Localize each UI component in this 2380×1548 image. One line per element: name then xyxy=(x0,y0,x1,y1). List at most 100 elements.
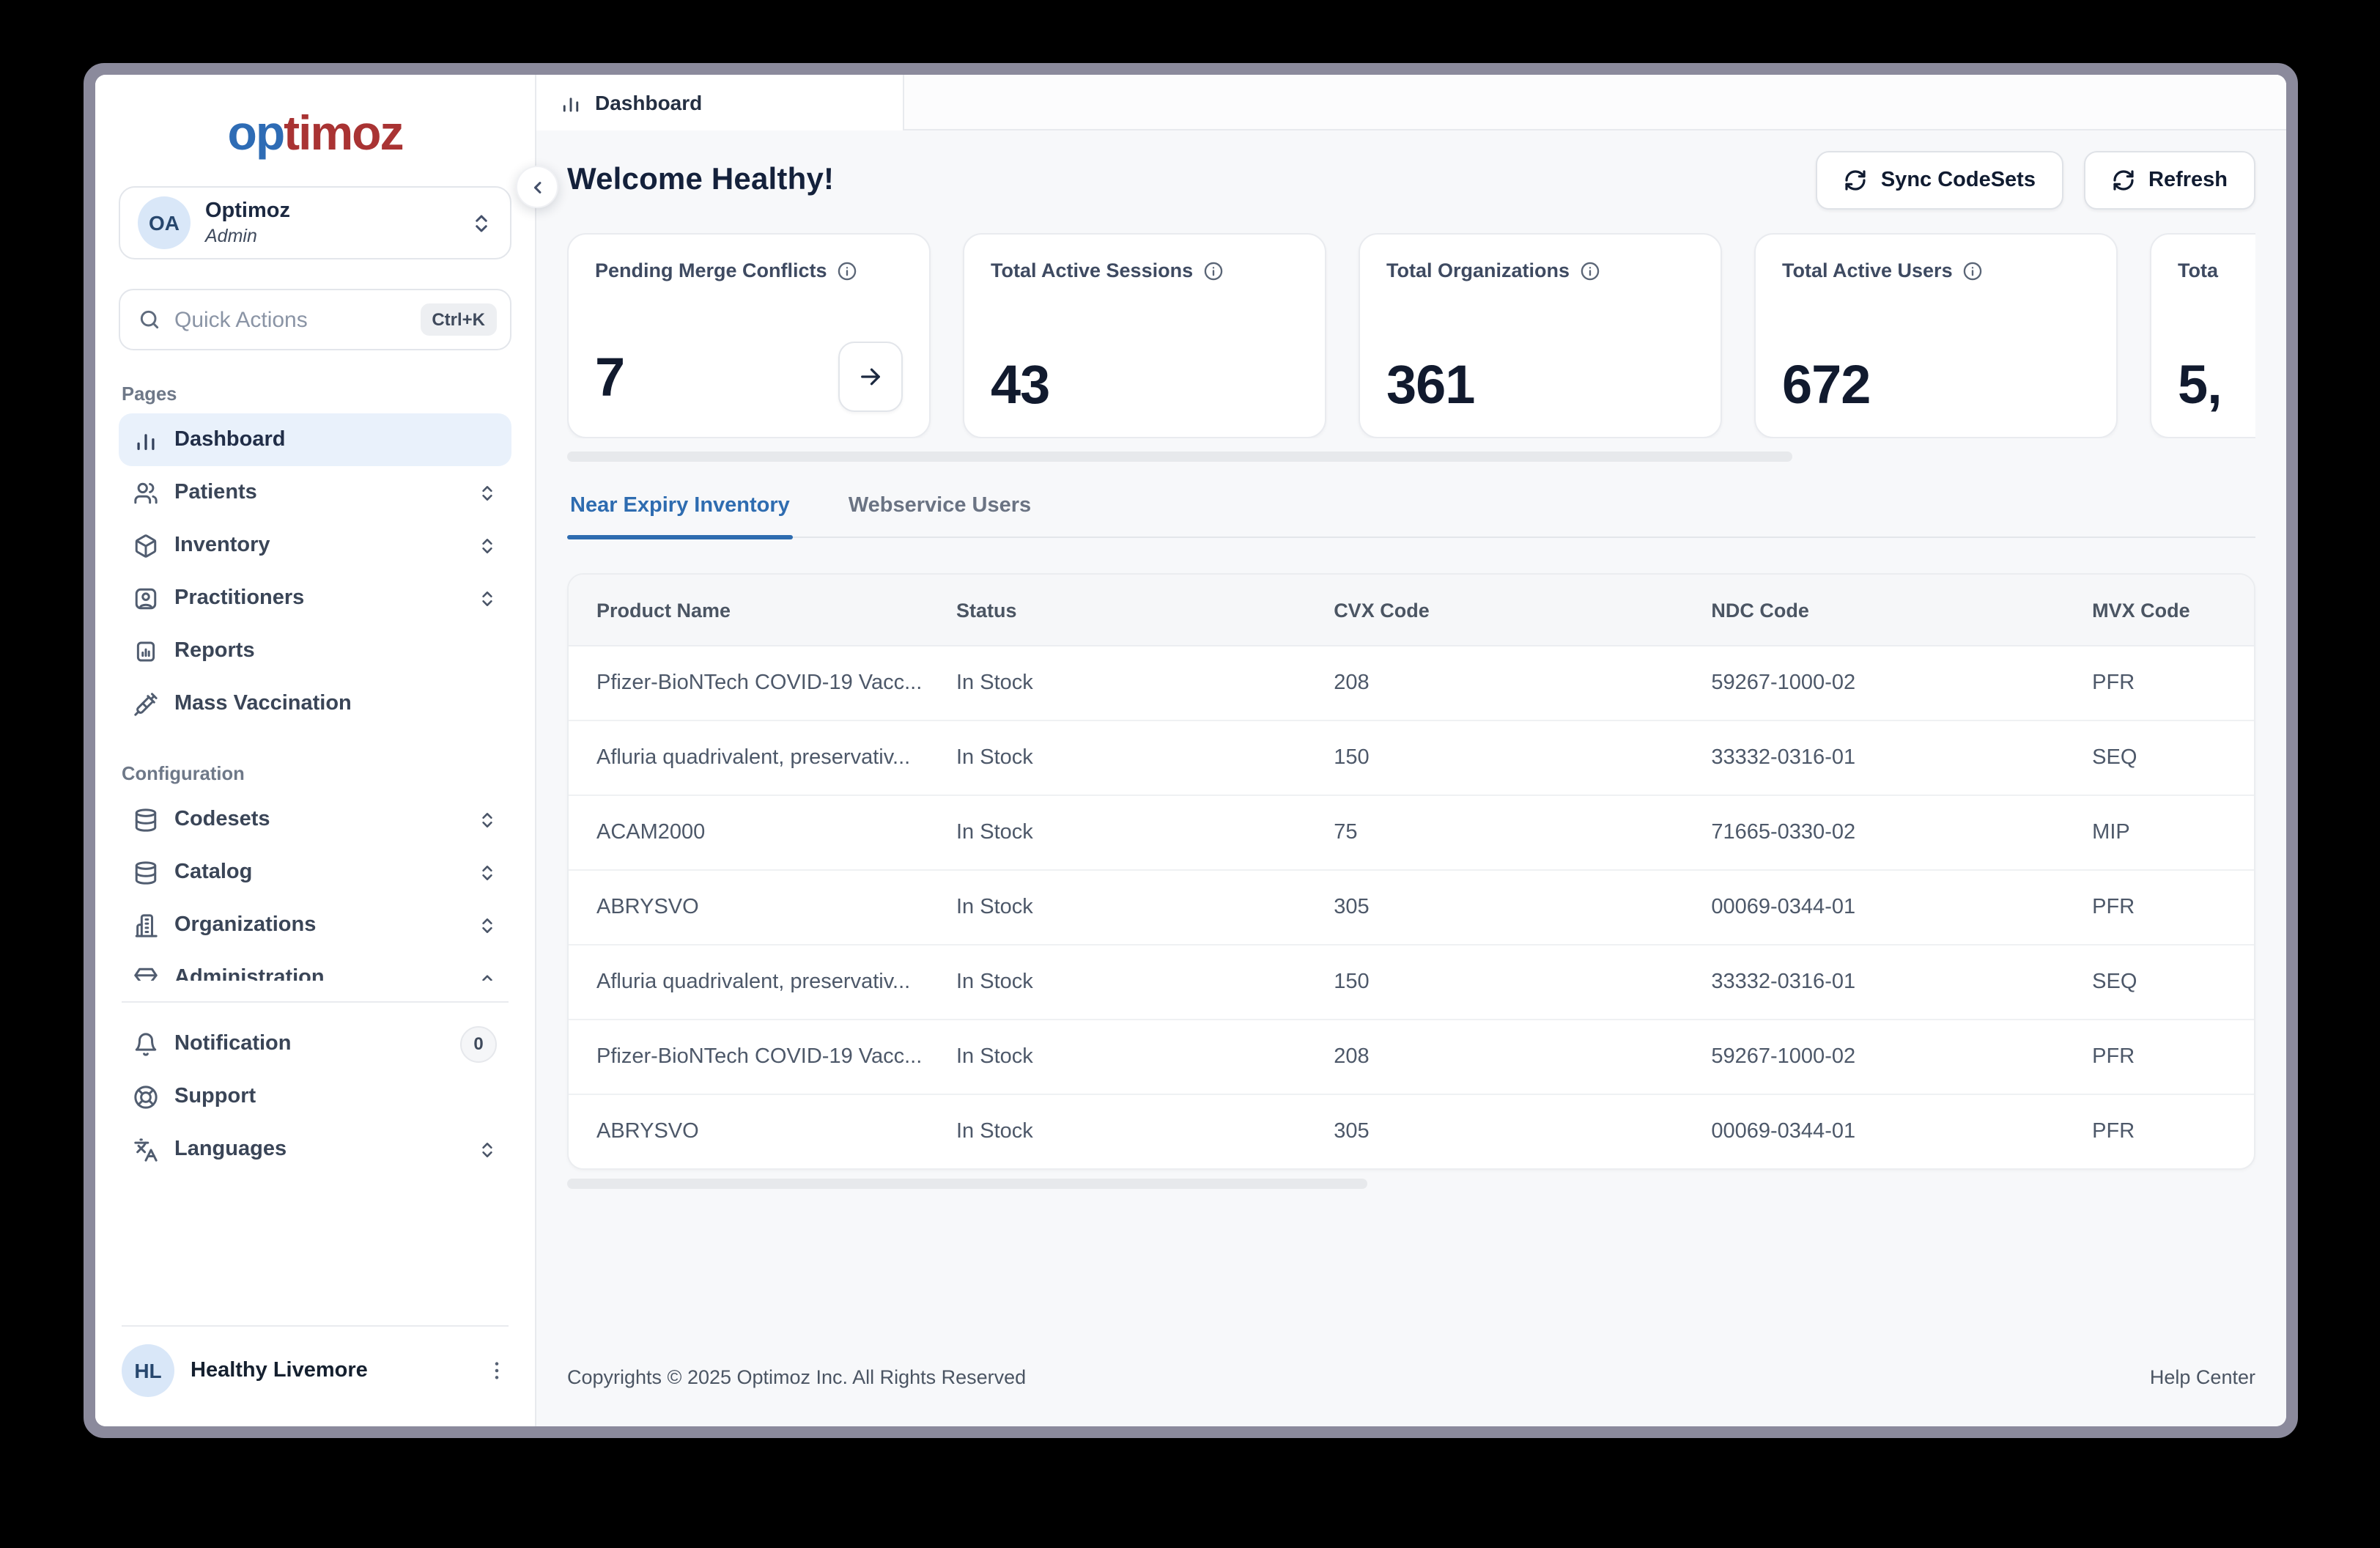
chevron-up-icon xyxy=(478,968,497,981)
table-horizontal-scrollbar xyxy=(567,1179,2255,1189)
sidebar-item-languages[interactable]: Languages xyxy=(119,1123,511,1176)
sidebar-item-patients[interactable]: Patients xyxy=(119,466,511,519)
sidebar-item-catalog[interactable]: Catalog xyxy=(119,846,511,899)
stat-card-value: 43 xyxy=(991,355,1050,415)
go-to-merge-conflicts-button[interactable] xyxy=(838,342,903,412)
org-switcher[interactable]: OA Optimoz Admin xyxy=(119,186,511,259)
refresh-button[interactable]: Refresh xyxy=(2084,151,2255,210)
chevrons-up-down-icon xyxy=(478,589,497,608)
button-label: Sync CodeSets xyxy=(1880,169,2036,192)
stat-cards-row: Pending Merge Conflicts 7 xyxy=(567,233,2255,438)
sidebar-divider xyxy=(122,1001,509,1003)
table-row[interactable]: Afluria quadrivalent, preservativ... In … xyxy=(569,946,2254,1020)
cards-horizontal-scrollbar xyxy=(567,452,2255,462)
cell-status: In Stock xyxy=(956,970,1033,994)
stat-card-title: Tota xyxy=(2178,259,2218,281)
stat-card-title: Total Active Users xyxy=(1782,259,1953,281)
cell-mvx-code: SEQ xyxy=(2092,746,2137,770)
sidebar-item-label: Inventory xyxy=(174,534,270,557)
user-avatar: HL xyxy=(122,1344,174,1397)
info-icon[interactable] xyxy=(838,260,858,281)
sync-codesets-button[interactable]: Sync CodeSets xyxy=(1816,151,2063,210)
table-row[interactable]: ACAM2000 In Stock 75 71665-0330-02 MIP xyxy=(569,796,2254,871)
sidebar-item-notification[interactable]: Notification 0 xyxy=(119,1017,511,1070)
cell-product-name: Pfizer-BioNTech COVID-19 Vacc... xyxy=(596,1045,923,1069)
info-icon[interactable] xyxy=(1963,260,1984,281)
scrollbar-thumb[interactable] xyxy=(567,452,1792,462)
near-expiry-inventory-table: Product Name Status CVX Code NDC Code MV… xyxy=(567,573,2255,1170)
sidebar-item-dashboard[interactable]: Dashboard xyxy=(119,413,511,466)
bar-chart-icon xyxy=(133,427,158,452)
sidebar-item-mass-vaccination[interactable]: Mass Vaccination xyxy=(119,677,511,730)
tab-dashboard[interactable]: Dashboard xyxy=(536,75,904,130)
sidebar-item-organizations[interactable]: Organizations xyxy=(119,899,511,951)
quick-actions-search[interactable]: Quick Actions Ctrl+K xyxy=(119,289,511,350)
building-icon xyxy=(133,913,158,937)
section-label-pages: Pages xyxy=(122,383,177,405)
button-label: Refresh xyxy=(2148,169,2228,192)
user-name: Healthy Livemore xyxy=(191,1359,368,1382)
bell-icon xyxy=(133,1031,158,1056)
bar-chart-icon xyxy=(560,92,582,114)
scrollbar-thumb[interactable] xyxy=(567,1179,1367,1189)
table-row[interactable]: ABRYSVO In Stock 305 00069-0344-01 PFR xyxy=(569,871,2254,946)
notification-count-badge: 0 xyxy=(460,1025,497,1062)
chevrons-up-down-icon xyxy=(478,810,497,829)
sidebar-item-label: Patients xyxy=(174,481,257,504)
sidebar-item-support[interactable]: Support xyxy=(119,1070,511,1123)
table-row[interactable]: ABRYSVO In Stock 305 00069-0344-01 PFR xyxy=(569,1095,2254,1168)
database-icon xyxy=(133,807,158,832)
sidebar-item-practitioners[interactable]: Practitioners xyxy=(119,572,511,624)
cell-status: In Stock xyxy=(956,1120,1033,1143)
org-name: Optimoz xyxy=(205,199,290,223)
user-square-icon xyxy=(133,586,158,611)
stat-card-title: Pending Merge Conflicts xyxy=(595,259,827,281)
cell-ndc-code: 00069-0344-01 xyxy=(1711,1120,1856,1143)
column-header-cvx-code: CVX Code xyxy=(1334,599,1430,621)
cell-product-name: ACAM2000 xyxy=(596,821,706,844)
column-header-mvx-code: MVX Code xyxy=(2092,599,2190,621)
cell-mvx-code: PFR xyxy=(2092,1045,2135,1069)
sidebar-item-label: Catalog xyxy=(174,860,253,884)
cell-cvx-code: 150 xyxy=(1334,970,1370,994)
info-icon[interactable] xyxy=(1580,260,1600,281)
sidebar-collapse-button[interactable] xyxy=(516,166,558,208)
column-header-ndc-code: NDC Code xyxy=(1711,599,1809,621)
optimoz-logo: optimoz xyxy=(227,106,404,160)
gem-icon xyxy=(133,965,158,981)
sidebar-item-inventory[interactable]: Inventory xyxy=(119,519,511,572)
help-center-link[interactable]: Help Center xyxy=(2149,1366,2255,1388)
stat-card-pending-merge-conflicts: Pending Merge Conflicts 7 xyxy=(567,233,931,438)
section-label-configuration: Configuration xyxy=(122,762,245,784)
chevrons-up-down-icon xyxy=(478,863,497,882)
table-row[interactable]: Pfizer-BioNTech COVID-19 Vacc... In Stoc… xyxy=(569,1020,2254,1095)
cell-status: In Stock xyxy=(956,1045,1033,1069)
table-row[interactable]: Afluria quadrivalent, preservativ... In … xyxy=(569,721,2254,796)
translate-icon xyxy=(133,1137,158,1162)
stat-card-value: 7 xyxy=(595,347,625,407)
tab-near-expiry-inventory[interactable]: Near Expiry Inventory xyxy=(567,485,793,539)
cell-mvx-code: PFR xyxy=(2092,896,2135,919)
kebab-menu-icon[interactable] xyxy=(485,1359,509,1382)
table-row[interactable]: Pfizer-BioNTech COVID-19 Vacc... In Stoc… xyxy=(569,646,2254,721)
content-tabs: Near Expiry Inventory Webservice Users xyxy=(567,485,2255,539)
report-chart-icon xyxy=(133,638,158,663)
tab-webservice-users[interactable]: Webservice Users xyxy=(848,494,1032,517)
sidebar-item-label: Practitioners xyxy=(174,586,305,610)
chevrons-up-down-icon xyxy=(478,1140,497,1159)
sidebar-item-codesets[interactable]: Codesets xyxy=(119,793,511,846)
cell-ndc-code: 33332-0316-01 xyxy=(1711,746,1856,770)
cell-status: In Stock xyxy=(956,896,1033,919)
refresh-icon xyxy=(2112,169,2135,192)
cell-ndc-code: 33332-0316-01 xyxy=(1711,970,1856,994)
stat-card-value: 5, xyxy=(2178,355,2222,415)
user-menu[interactable]: HL Healthy Livemore xyxy=(119,1327,511,1400)
column-header-product-name: Product Name xyxy=(596,599,731,621)
sidebar-item-administration[interactable]: Administration xyxy=(119,951,511,981)
sidebar-item-reports[interactable]: Reports xyxy=(119,624,511,677)
quick-actions-label: Quick Actions xyxy=(174,307,308,332)
sidebar-item-label: Codesets xyxy=(174,808,270,831)
cell-status: In Stock xyxy=(956,821,1033,844)
info-icon[interactable] xyxy=(1203,260,1224,281)
